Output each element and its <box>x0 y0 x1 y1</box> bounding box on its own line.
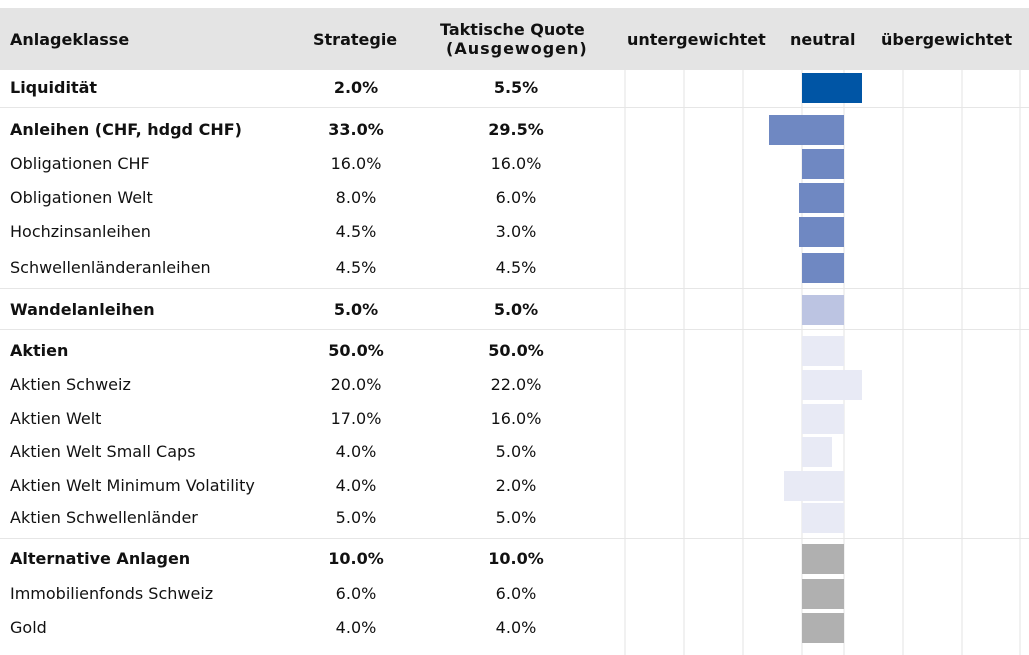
header-underweight: untergewichtet <box>627 30 766 49</box>
row-strategy: 5.0% <box>335 508 377 527</box>
row-tactical: 5.0% <box>495 442 537 461</box>
row-label: Obligationen Welt <box>10 188 153 207</box>
row-tactical: 2.0% <box>495 476 537 495</box>
header-overweight: übergewichtet <box>881 30 1013 49</box>
position-bar <box>802 253 844 283</box>
group-separator <box>0 288 1029 289</box>
row-strategy: 20.0% <box>330 375 382 394</box>
row-strategy: 33.0% <box>328 120 384 139</box>
table-header <box>0 8 1029 70</box>
row-label: Hochzinsanleihen <box>10 222 151 241</box>
row-tactical: 5.5% <box>493 78 539 97</box>
row-label: Obligationen CHF <box>10 154 150 173</box>
group-separator <box>0 329 1029 330</box>
group-separator <box>0 107 1029 108</box>
row-label: Aktien Schweiz <box>10 375 131 394</box>
row-label: Aktien Schwellenländer <box>10 508 198 527</box>
header-asset-class: Anlageklasse <box>10 30 130 49</box>
row-strategy: 4.5% <box>335 222 377 241</box>
header-strategy: Strategie <box>313 30 398 49</box>
header-tactical-line2: (Ausgewogen) <box>446 39 588 58</box>
row-strategy: 50.0% <box>328 341 384 360</box>
row-tactical: 22.0% <box>490 375 542 394</box>
row-strategy: 2.0% <box>333 78 379 97</box>
row-strategy: 4.0% <box>335 442 377 461</box>
row-tactical: 4.0% <box>495 618 537 637</box>
row-label: Immobilienfonds Schweiz <box>10 584 214 603</box>
row-label: Alternative Anlagen <box>10 549 191 568</box>
row-tactical: 16.0% <box>490 409 542 428</box>
group-separator <box>0 538 1029 539</box>
row-label: Aktien <box>10 341 69 360</box>
position-bar <box>802 613 844 643</box>
position-bar <box>802 149 844 179</box>
row-tactical: 16.0% <box>490 154 542 173</box>
row-tactical: 4.5% <box>495 258 537 277</box>
row-label: Anleihen (CHF, hdgd CHF) <box>10 120 242 139</box>
position-bar <box>802 295 844 325</box>
position-bar <box>799 183 844 213</box>
row-strategy: 4.0% <box>335 618 377 637</box>
row-tactical: 5.0% <box>495 508 537 527</box>
row-strategy: 8.0% <box>335 188 377 207</box>
position-bar <box>802 370 862 400</box>
row-strategy: 17.0% <box>330 409 382 428</box>
position-bar <box>802 404 844 434</box>
row-label: Aktien Welt Minimum Volatility <box>10 476 255 495</box>
row-tactical: 6.0% <box>495 188 537 207</box>
row-tactical: 3.0% <box>495 222 537 241</box>
row-strategy: 6.0% <box>335 584 377 603</box>
row-tactical: 5.0% <box>493 300 539 319</box>
row-strategy: 5.0% <box>333 300 379 319</box>
position-bar <box>799 217 844 247</box>
row-tactical: 6.0% <box>495 584 537 603</box>
row-tactical: 29.5% <box>488 120 544 139</box>
row-strategy: 4.5% <box>335 258 377 277</box>
header-tactical-line1: Taktische Quote <box>440 20 585 39</box>
row-label: Liquidität <box>10 78 98 97</box>
position-bar <box>802 437 832 467</box>
row-strategy: 16.0% <box>330 154 382 173</box>
position-bar <box>769 115 844 145</box>
header-neutral: neutral <box>790 30 856 49</box>
position-bar <box>802 336 844 366</box>
row-tactical: 10.0% <box>488 549 544 568</box>
position-bar <box>784 471 844 501</box>
row-strategy: 10.0% <box>328 549 384 568</box>
position-bar <box>802 503 844 533</box>
position-bar <box>802 579 844 609</box>
row-label: Gold <box>10 618 47 637</box>
row-label: Aktien Welt Small Caps <box>10 442 196 461</box>
row-label: Schwellenländeranleihen <box>10 258 211 277</box>
position-bar <box>802 73 862 103</box>
position-bar <box>802 544 844 574</box>
row-tactical: 50.0% <box>488 341 544 360</box>
row-label: Aktien Welt <box>10 409 102 428</box>
row-strategy: 4.0% <box>335 476 377 495</box>
row-label: Wandelanleihen <box>10 300 155 319</box>
